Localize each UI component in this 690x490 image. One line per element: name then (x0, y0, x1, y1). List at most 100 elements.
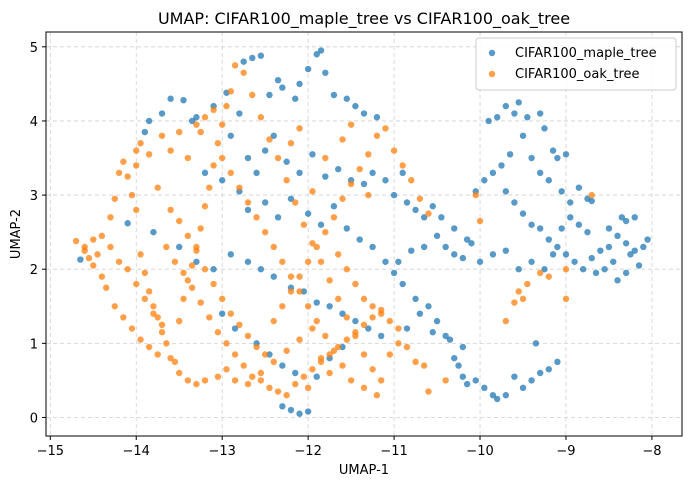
point-maple (257, 52, 265, 59)
point-maple (373, 114, 381, 121)
point-oak (176, 369, 183, 377)
point-maple (579, 266, 587, 273)
point-maple (352, 317, 359, 325)
point-maple (399, 280, 406, 288)
point-maple (614, 277, 621, 284)
point-maple (274, 214, 282, 221)
point-maple (562, 151, 570, 158)
point-oak (201, 377, 209, 384)
point-oak (399, 162, 406, 169)
point-maple (605, 243, 613, 251)
point-maple (472, 377, 479, 384)
point-oak (545, 273, 552, 280)
point-maple (313, 51, 320, 58)
point-oak (416, 195, 424, 202)
point-oak (111, 195, 118, 202)
point-oak (98, 232, 106, 240)
point-maple (244, 258, 252, 265)
point-maple (317, 47, 325, 54)
x-tick-label: −10 (466, 444, 493, 459)
point-oak (360, 295, 368, 303)
legend-marker-maple (488, 49, 496, 57)
point-oak (317, 258, 325, 265)
point-oak (167, 206, 174, 214)
point-oak (214, 329, 222, 336)
point-maple (304, 408, 312, 415)
y-tick-label: 1 (30, 337, 38, 352)
point-oak (180, 269, 187, 277)
point-maple (261, 147, 269, 154)
point-oak (223, 102, 230, 110)
point-oak (296, 125, 303, 132)
point-oak (352, 329, 359, 336)
point-maple (489, 392, 497, 399)
point-oak (270, 317, 277, 325)
point-oak (300, 221, 308, 228)
point-maple (176, 243, 183, 251)
point-oak (425, 210, 432, 217)
point-maple (218, 177, 226, 184)
point-oak (339, 136, 346, 143)
point-maple (335, 165, 342, 173)
point-maple (476, 258, 484, 265)
point-maple (511, 373, 518, 380)
point-oak (287, 139, 295, 147)
point-oak (515, 288, 522, 295)
point-maple (326, 303, 333, 310)
point-maple (588, 197, 595, 205)
point-oak (120, 158, 127, 165)
point-oak (420, 362, 428, 369)
point-maple (567, 199, 574, 206)
point-maple (640, 243, 647, 251)
point-maple (588, 254, 595, 262)
point-maple (554, 243, 561, 251)
x-tick-label: −11 (380, 444, 407, 459)
point-maple (554, 154, 561, 162)
point-oak (476, 217, 484, 225)
point-maple (485, 117, 492, 125)
point-maple (420, 214, 428, 221)
point-maple (459, 254, 467, 262)
point-oak (188, 262, 196, 269)
point-oak (360, 351, 368, 358)
x-tick-label: −9 (556, 444, 575, 459)
point-oak (137, 139, 144, 147)
point-oak (360, 321, 368, 329)
point-oak (115, 258, 123, 265)
point-oak (283, 177, 290, 184)
point-maple (455, 362, 462, 369)
point-oak (270, 243, 277, 251)
legend: CIFAR100_maple_tree CIFAR100_oak_tree (475, 37, 677, 91)
point-oak (309, 240, 316, 247)
point-oak (373, 392, 381, 399)
point-maple (610, 258, 617, 265)
point-oak (395, 325, 402, 332)
point-oak (261, 351, 269, 358)
point-maple (515, 99, 522, 106)
plot-frame (45, 31, 683, 437)
point-maple (188, 117, 196, 125)
point-maple (145, 117, 153, 125)
point-maple (425, 303, 432, 310)
y-tick-label: 5 (30, 41, 38, 56)
legend-label-maple: CIFAR100_maple_tree (515, 46, 657, 61)
point-oak (128, 191, 136, 199)
point-oak (150, 310, 157, 317)
x-tick-label: −12 (294, 444, 321, 459)
point-maple (365, 325, 372, 332)
point-maple (158, 110, 166, 117)
point-oak (279, 303, 286, 310)
x-axis-ticks: −15 −14 −13 −12 −11 −10 −9 −8 (37, 436, 662, 459)
point-maple (257, 266, 265, 273)
point-maple (605, 225, 613, 232)
y-tick-label: 0 (30, 411, 38, 426)
point-maple (601, 266, 608, 273)
point-oak (408, 177, 415, 184)
point-maple (433, 317, 441, 325)
point-oak (395, 340, 402, 347)
point-oak (81, 247, 88, 254)
point-oak (266, 136, 273, 143)
point-maple (227, 132, 234, 139)
point-oak (201, 114, 209, 121)
point-maple (287, 406, 295, 414)
